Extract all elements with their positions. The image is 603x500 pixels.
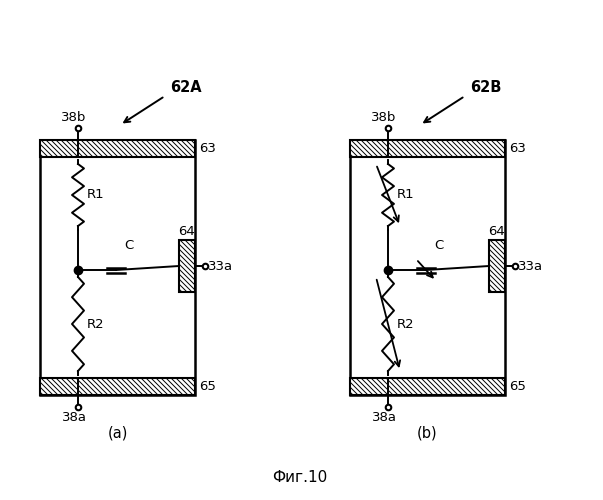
Bar bbox=[350, 378, 505, 395]
Text: R1: R1 bbox=[397, 188, 415, 202]
Bar bbox=[179, 240, 195, 292]
Text: C: C bbox=[434, 239, 443, 252]
Bar bbox=[489, 240, 505, 292]
Text: R1: R1 bbox=[87, 188, 105, 202]
Text: Фиг.10: Фиг.10 bbox=[273, 470, 327, 486]
Text: R2: R2 bbox=[397, 318, 415, 330]
Text: 63: 63 bbox=[509, 142, 526, 155]
Text: 62A: 62A bbox=[170, 80, 201, 96]
Text: 65: 65 bbox=[199, 380, 216, 393]
Bar bbox=[40, 378, 195, 395]
Bar bbox=[350, 140, 505, 157]
Bar bbox=[40, 140, 195, 395]
Text: 38b: 38b bbox=[371, 111, 397, 124]
Text: 33a: 33a bbox=[518, 260, 543, 272]
Bar bbox=[40, 140, 195, 157]
Text: 62B: 62B bbox=[470, 80, 501, 96]
Text: 38a: 38a bbox=[62, 411, 86, 424]
Text: 38a: 38a bbox=[371, 411, 397, 424]
Text: (a): (a) bbox=[107, 426, 128, 440]
Text: 33a: 33a bbox=[208, 260, 233, 272]
Text: C: C bbox=[124, 239, 133, 252]
Text: 64: 64 bbox=[488, 225, 505, 238]
Text: 38b: 38b bbox=[62, 111, 87, 124]
Text: 63: 63 bbox=[199, 142, 216, 155]
Text: R2: R2 bbox=[87, 318, 105, 330]
Text: 64: 64 bbox=[178, 225, 195, 238]
Text: (b): (b) bbox=[417, 426, 438, 440]
Bar bbox=[350, 140, 505, 395]
Text: 65: 65 bbox=[509, 380, 526, 393]
